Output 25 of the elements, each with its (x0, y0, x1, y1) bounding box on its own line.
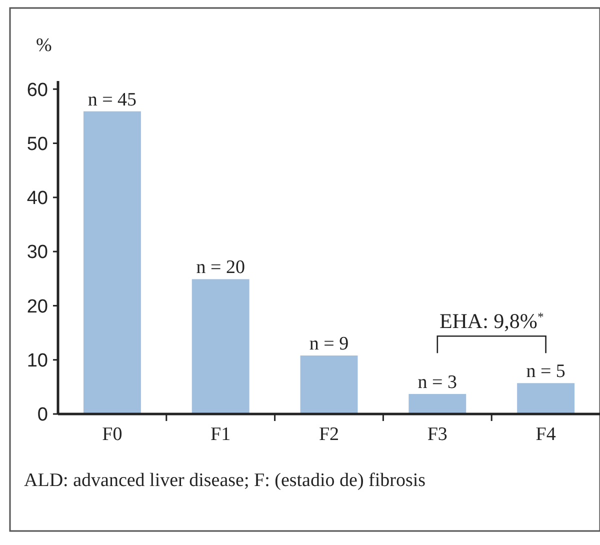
bar (300, 356, 358, 414)
y-axis-title: % (36, 35, 52, 56)
bar (192, 279, 250, 414)
x-tick-label: F3 (427, 424, 448, 445)
annotation: n = 20 (196, 257, 245, 278)
bar (517, 383, 575, 414)
bar (408, 394, 466, 414)
annotation: n = 5 (526, 361, 566, 382)
annotation: n = 3 (418, 372, 458, 393)
y-tick-label: 30 (26, 242, 48, 264)
y-tick-label: 0 (37, 404, 48, 426)
text: ALD: advanced liver disease; F: (estadio de) fibrosis (24, 470, 426, 491)
x-tick-label: F4 (536, 424, 556, 445)
annotation: n = 45 (88, 89, 137, 110)
y-tick-label: 40 (26, 188, 48, 210)
y-tick-label: 60 (26, 80, 48, 101)
annotation: n = 9 (309, 334, 349, 355)
y-tick-label: 20 (26, 296, 48, 318)
y-tick-label: 10 (26, 350, 48, 372)
annotation: EHA: 9,8%$^{*}$ (439, 309, 544, 334)
x-tick-label: F2 (318, 424, 340, 445)
x-tick-label: F1 (210, 424, 231, 445)
y-tick-label: 50 (26, 134, 48, 155)
bar (83, 111, 141, 414)
x-tick-label: F0 (102, 424, 122, 445)
